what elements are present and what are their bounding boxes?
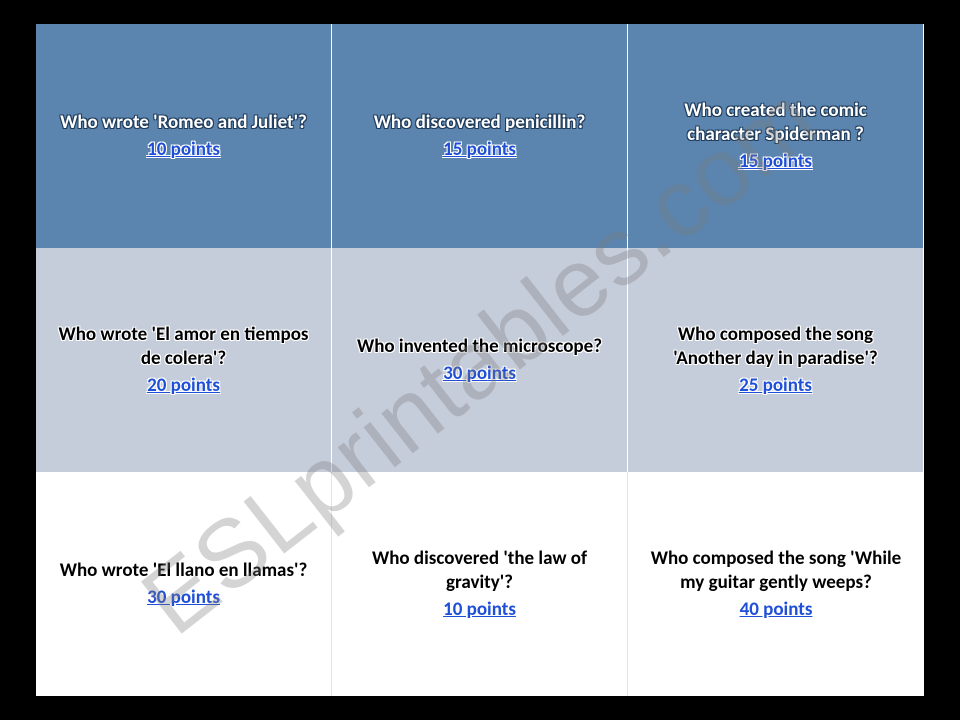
points-link[interactable]: 30 points (443, 362, 516, 385)
question-text: Who composed the song 'Another day in pa… (646, 323, 905, 371)
quiz-cell: Who composed the song 'While my guitar g… (628, 472, 924, 696)
quiz-cell: Who wrote 'El llano en llamas'? 30 point… (36, 472, 332, 696)
points-link[interactable]: 10 points (443, 598, 516, 621)
points-link[interactable]: 40 points (740, 598, 813, 621)
question-text: Who created the comic character Spiderma… (646, 99, 905, 147)
question-text: Who wrote 'El amor en tiempos de colera'… (54, 323, 313, 371)
question-text: Who composed the song 'While my guitar g… (646, 547, 906, 595)
question-text: Who invented the microscope? (357, 335, 602, 359)
points-link[interactable]: 20 points (147, 374, 220, 397)
points-link[interactable]: 25 points (739, 374, 812, 397)
quiz-cell: Who created the comic character Spiderma… (628, 24, 924, 248)
points-link[interactable]: 15 points (443, 138, 516, 161)
points-link[interactable]: 10 points (147, 138, 220, 161)
points-link[interactable]: 15 points (739, 150, 812, 173)
slide-container: Who wrote 'Romeo and Juliet'? 10 points … (36, 24, 924, 696)
quiz-cell: Who wrote 'Romeo and Juliet'? 10 points (36, 24, 332, 248)
quiz-cell: Who invented the microscope? 30 points (332, 248, 628, 472)
quiz-grid: Who wrote 'Romeo and Juliet'? 10 points … (36, 24, 924, 696)
points-link[interactable]: 30 points (147, 586, 220, 609)
question-text: Who wrote 'El llano en llamas'? (60, 559, 308, 583)
question-text: Who wrote 'Romeo and Juliet'? (60, 111, 307, 135)
question-text: Who discovered 'the law of gravity'? (350, 547, 609, 595)
quiz-cell: Who composed the song 'Another day in pa… (628, 248, 924, 472)
quiz-cell: Who discovered penicillin? 15 points (332, 24, 628, 248)
question-text: Who discovered penicillin? (374, 111, 586, 135)
quiz-cell: Who wrote 'El amor en tiempos de colera'… (36, 248, 332, 472)
quiz-cell: Who discovered 'the law of gravity'? 10 … (332, 472, 628, 696)
